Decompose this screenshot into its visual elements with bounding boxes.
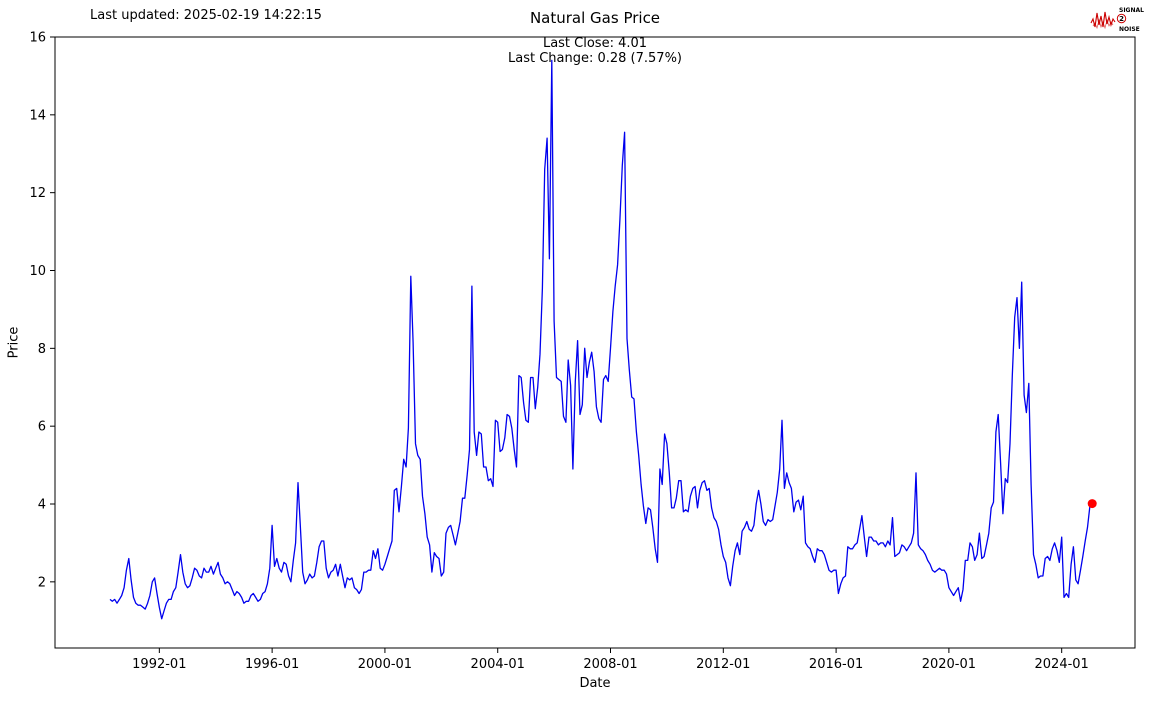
y-tick-label: 16 <box>29 31 46 46</box>
axes-box <box>54 36 1136 649</box>
y-tick-label: 2 <box>38 575 46 590</box>
last-price-dot <box>1087 499 1097 509</box>
brand-logo: SIGNAL 2 NOISE <box>1090 3 1146 39</box>
waveform-icon <box>1090 11 1116 30</box>
x-tick-label: 2008-01 <box>583 657 637 672</box>
y-tick-label: 6 <box>38 420 46 435</box>
x-axis-label: Date <box>579 676 611 691</box>
x-tick-label: 2000-01 <box>358 657 412 672</box>
x-tick-label: 2016-01 <box>809 657 863 672</box>
logo-word-2: 2 <box>1119 15 1124 23</box>
logo-word-signal: SIGNAL <box>1119 7 1144 14</box>
x-tick-label: 2024-01 <box>1035 657 1089 672</box>
y-tick-label: 14 <box>29 108 46 123</box>
logo-circle <box>1116 13 1127 24</box>
last-close-text: Last Close: 4.01 <box>542 36 648 51</box>
logo-word-noise: NOISE <box>1119 26 1140 33</box>
y-tick-label: 8 <box>38 342 46 357</box>
y-axis-label: Price <box>6 326 22 359</box>
x-tick-label: 1992-01 <box>132 657 186 672</box>
last-change-text: Last Change: 0.28 (7.57%) <box>507 51 682 66</box>
y-tick-label: 12 <box>29 186 46 201</box>
logo-graphic: SIGNAL 2 NOISE <box>1090 7 1144 33</box>
price-line <box>109 59 1093 620</box>
x-tick-label: 2020-01 <box>922 657 976 672</box>
last-updated-text: Last updated: 2025-02-19 14:22:15 <box>90 8 322 23</box>
x-tick-label: 1996-01 <box>245 657 299 672</box>
y-tick-label: 4 <box>38 498 46 513</box>
y-tick-label: 10 <box>29 264 46 279</box>
page-title: Natural Gas Price <box>529 9 661 27</box>
x-tick-label: 2012-01 <box>696 657 750 672</box>
x-tick-label: 2004-01 <box>471 657 525 672</box>
